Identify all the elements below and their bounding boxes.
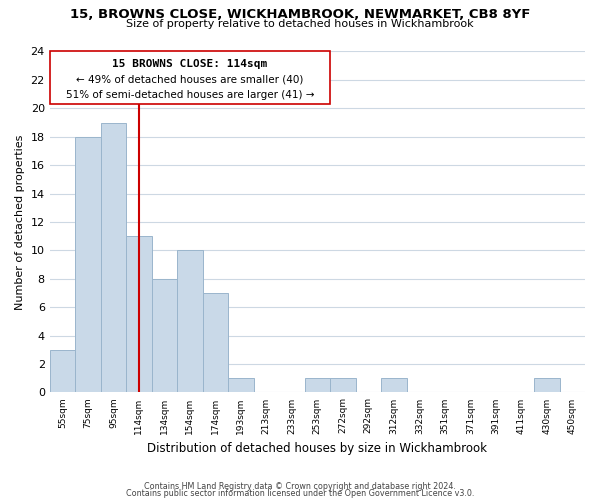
Bar <box>152 279 177 392</box>
Text: 51% of semi-detached houses are larger (41) →: 51% of semi-detached houses are larger (… <box>65 90 314 100</box>
Bar <box>177 250 203 392</box>
Text: Contains HM Land Registry data © Crown copyright and database right 2024.: Contains HM Land Registry data © Crown c… <box>144 482 456 491</box>
Bar <box>75 136 101 392</box>
Text: Size of property relative to detached houses in Wickhambrook: Size of property relative to detached ho… <box>126 19 474 29</box>
Y-axis label: Number of detached properties: Number of detached properties <box>15 134 25 310</box>
Bar <box>101 122 126 392</box>
FancyBboxPatch shape <box>50 52 330 104</box>
Bar <box>126 236 152 392</box>
Bar <box>330 378 356 392</box>
Bar <box>305 378 330 392</box>
Text: Contains public sector information licensed under the Open Government Licence v3: Contains public sector information licen… <box>126 489 474 498</box>
Bar <box>50 350 75 393</box>
Bar <box>203 293 228 392</box>
Text: 15, BROWNS CLOSE, WICKHAMBROOK, NEWMARKET, CB8 8YF: 15, BROWNS CLOSE, WICKHAMBROOK, NEWMARKE… <box>70 8 530 20</box>
Text: ← 49% of detached houses are smaller (40): ← 49% of detached houses are smaller (40… <box>76 74 304 84</box>
X-axis label: Distribution of detached houses by size in Wickhambrook: Distribution of detached houses by size … <box>148 442 487 455</box>
Text: 15 BROWNS CLOSE: 114sqm: 15 BROWNS CLOSE: 114sqm <box>112 58 268 68</box>
Bar <box>534 378 560 392</box>
Bar <box>228 378 254 392</box>
Bar <box>381 378 407 392</box>
